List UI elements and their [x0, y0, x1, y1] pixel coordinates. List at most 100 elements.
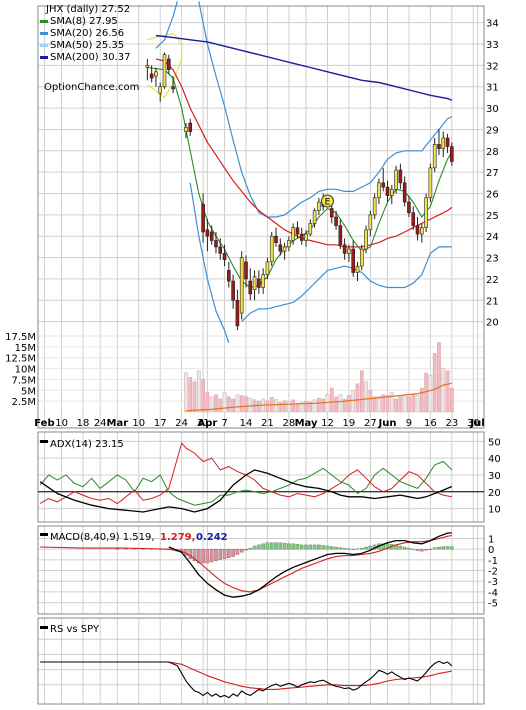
x-tick-label: Feb — [34, 418, 54, 429]
macd-histogram-bar — [209, 549, 214, 563]
macd-histogram-bar — [437, 546, 441, 550]
macd-tick-label: -3 — [488, 577, 498, 588]
legend-entry: JHX (daily) 27.52 — [45, 4, 130, 15]
macd-histogram-bar — [291, 543, 295, 550]
price-tick-label: 33 — [486, 40, 499, 51]
candle-body — [428, 167, 433, 199]
macd-histogram-bar — [205, 549, 210, 564]
macd-histogram-bar — [248, 547, 253, 550]
macd-histogram-bar — [188, 549, 192, 559]
macd-histogram-bar — [355, 548, 360, 550]
candle-body — [437, 144, 441, 149]
macd-label: MACD(8,40,9) 1.519, — [50, 532, 155, 543]
candle-body — [415, 225, 420, 235]
macd-histogram-bar — [197, 549, 201, 564]
candle-body — [291, 227, 295, 241]
macd-histogram-bar — [424, 549, 428, 551]
candle-body — [347, 248, 351, 254]
legend-entry: SMA(50) 25.35 — [50, 40, 124, 51]
legend-swatch — [40, 533, 48, 536]
macd-histogram-bar — [450, 546, 454, 550]
volume-tick-label: 15M — [15, 343, 36, 354]
candle-body — [209, 231, 214, 241]
adx-tick-label: 10 — [488, 505, 501, 516]
volume-bar — [338, 394, 343, 413]
x-tick-label: 24 — [94, 418, 107, 429]
candle-body — [445, 137, 450, 147]
macd-histogram-bar — [231, 549, 235, 557]
macd-histogram-bar — [325, 545, 330, 550]
legend-entry: SMA(8) 27.95 — [50, 16, 118, 27]
price-tick-label: 30 — [486, 104, 499, 115]
candle-body — [201, 203, 205, 233]
volume-bar — [342, 398, 347, 413]
candle-body — [312, 210, 317, 224]
price-tick-label: 32 — [486, 61, 499, 72]
macd-histogram-bar — [192, 549, 197, 562]
volume-bar — [244, 396, 248, 413]
macd-histogram-bar — [445, 546, 450, 550]
plus-di-line — [39, 460, 453, 506]
volume-bar — [197, 370, 201, 413]
candle-body — [441, 137, 446, 149]
volume-bar — [420, 387, 424, 413]
macd-histogram-bar — [261, 543, 265, 550]
macd-tick-label: -2 — [488, 567, 498, 578]
volume-bar — [265, 400, 270, 413]
volume-bar — [278, 402, 283, 413]
candle-body — [171, 86, 175, 90]
macd-histogram-bar — [420, 549, 424, 552]
candle-body — [394, 169, 398, 190]
x-tick-label: Jun — [378, 418, 397, 429]
macd-histogram-bar — [368, 545, 373, 550]
volume-bar — [209, 396, 214, 413]
volume-bar — [347, 395, 351, 413]
volume-bar — [364, 381, 368, 413]
candle-body — [188, 122, 193, 132]
legend-entry: SMA(20) 26.56 — [50, 28, 124, 39]
candle-body — [372, 197, 377, 216]
volume-bar — [274, 399, 278, 413]
earnings-marker-label: E — [325, 197, 331, 207]
x-tick-label: 17 — [154, 418, 167, 429]
volume-bar — [325, 394, 330, 413]
candle-body — [420, 227, 424, 235]
macd-histogram-bar — [398, 545, 403, 550]
macd-tick-label: -4 — [488, 588, 498, 599]
watermark: OptionChance.com — [44, 82, 139, 93]
macd-histogram-bar — [330, 546, 334, 550]
x-tick-label: Jul — [469, 418, 484, 429]
macd-histogram-bar — [235, 549, 240, 555]
volume-bar — [317, 397, 321, 413]
candle-body — [424, 197, 428, 228]
volume-tick-label: 12.5M — [5, 354, 36, 365]
volume-bar — [351, 390, 356, 413]
volume-bar — [239, 395, 244, 413]
volume-bar — [398, 396, 403, 413]
volume-bar — [415, 395, 420, 413]
x-tick-label: 10 — [55, 418, 68, 429]
macd-histogram-bar — [312, 544, 317, 550]
macd-tick-label: -5 — [488, 599, 498, 610]
candle-body — [205, 229, 210, 237]
candle-body — [287, 240, 291, 248]
candle-body — [218, 246, 223, 254]
x-tick-label: 10 — [132, 418, 145, 429]
x-tick-label: 24 — [175, 418, 188, 429]
macd-histogram-bar — [364, 546, 368, 550]
macd-signal-label: 1.279, — [160, 532, 195, 543]
macd-histogram-bar — [342, 547, 347, 550]
candle-body — [389, 188, 394, 196]
volume-average-line — [185, 382, 452, 412]
volume-bar — [312, 399, 317, 413]
macd-histogram-bar — [428, 549, 433, 550]
candle-body — [351, 248, 356, 273]
macd-histogram-bar — [252, 545, 257, 550]
legend-swatch — [40, 56, 48, 59]
adx-tick-label: 20 — [488, 488, 501, 499]
volume-bar — [445, 370, 450, 413]
macd-histogram-bar — [317, 544, 321, 550]
candle-body — [355, 265, 360, 273]
candle-body — [304, 233, 308, 241]
volume-bar — [257, 400, 261, 413]
